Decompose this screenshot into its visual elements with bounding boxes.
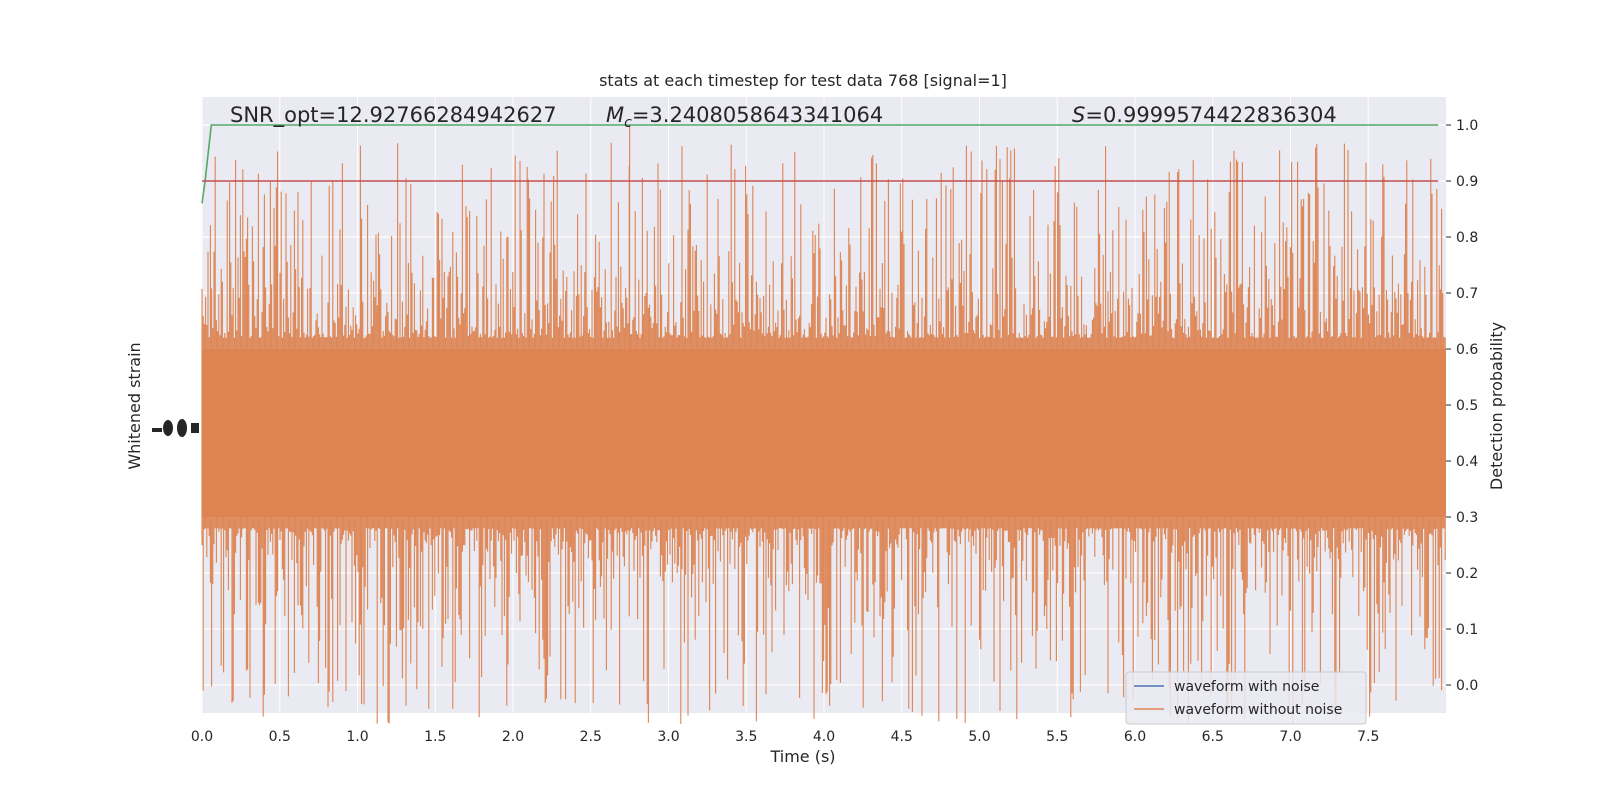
left-tick-glyph [152,428,162,432]
y-axis-right: 0.0 0.1 0.2 0.3 0.4 0.5 0.6 0.7 0.8 0.9 1.0 [1446,118,1478,694]
x-tick-label: 5.0 [968,729,990,745]
x-tick-label: 3.0 [657,729,679,745]
y-tick-label: 0.0 [1456,678,1478,694]
y-axis-right-label: Detection probability [1487,322,1506,490]
x-tick-label: 7.5 [1357,729,1379,745]
legend-label-waveform-without-noise: waveform without noise [1174,702,1342,718]
y-tick-label: 0.8 [1456,230,1478,246]
y-tick-label: 0.9 [1456,174,1478,190]
y-tick-label: 0.6 [1456,342,1478,358]
series-waveform-without-noise [201,125,1446,724]
x-tick-label: 1.0 [346,729,368,745]
left-tick-glyph [191,423,199,433]
left-axis-tick-labels [152,419,199,437]
legend-label-waveform-with-noise: waveform with noise [1174,679,1319,695]
y-tick-label: 0.3 [1456,510,1478,526]
y-tick-label: 1.0 [1456,118,1478,134]
x-tick-label: 2.5 [580,729,602,745]
x-tick-label: 7.0 [1279,729,1301,745]
x-tick-label: 5.5 [1046,729,1068,745]
y-tick-label: 0.7 [1456,286,1478,302]
x-tick-label: 4.0 [813,729,835,745]
x-tick-label: 6.5 [1202,729,1224,745]
x-axis-label: Time (s) [769,747,835,766]
legend-box [1125,671,1367,725]
legend: waveform with noise waveform without noi… [1125,671,1367,725]
x-axis: 0.0 0.5 1.0 1.5 2.0 2.5 3.0 3.5 4.0 4.5 5.0 5.5 6.0 6… [191,729,1380,745]
x-tick-label: 1.5 [424,729,446,745]
x-tick-label: 0.5 [269,729,291,745]
snr-annotation: SNR_opt=12.92766284942627 [230,103,557,128]
y-tick-label: 0.1 [1456,622,1478,638]
chart-title: stats at each timestep for test data 768… [599,71,1007,90]
waveform-spikes [201,125,1446,724]
x-tick-label: 6.0 [1124,729,1146,745]
y-axis-left-label: Whitened strain [125,342,144,469]
chirp-mass-annotation: Mc=3.2408058643341064 [606,103,883,131]
detection-probability-line [201,124,1439,204]
stat-s-annotation: S=0.9999574422836304 [1072,103,1337,127]
left-tick-glyph [163,420,173,436]
x-tick-label: 4.5 [891,729,913,745]
left-tick-glyph [177,419,187,437]
x-tick-label: 0.0 [191,729,213,745]
probability-lines [201,124,1439,204]
y-tick-label: 0.4 [1456,454,1478,470]
y-tick-label: 0.5 [1456,398,1478,414]
y-tick-label: 0.2 [1456,566,1478,582]
x-tick-label: 2.0 [502,729,524,745]
x-tick-label: 3.5 [735,729,757,745]
